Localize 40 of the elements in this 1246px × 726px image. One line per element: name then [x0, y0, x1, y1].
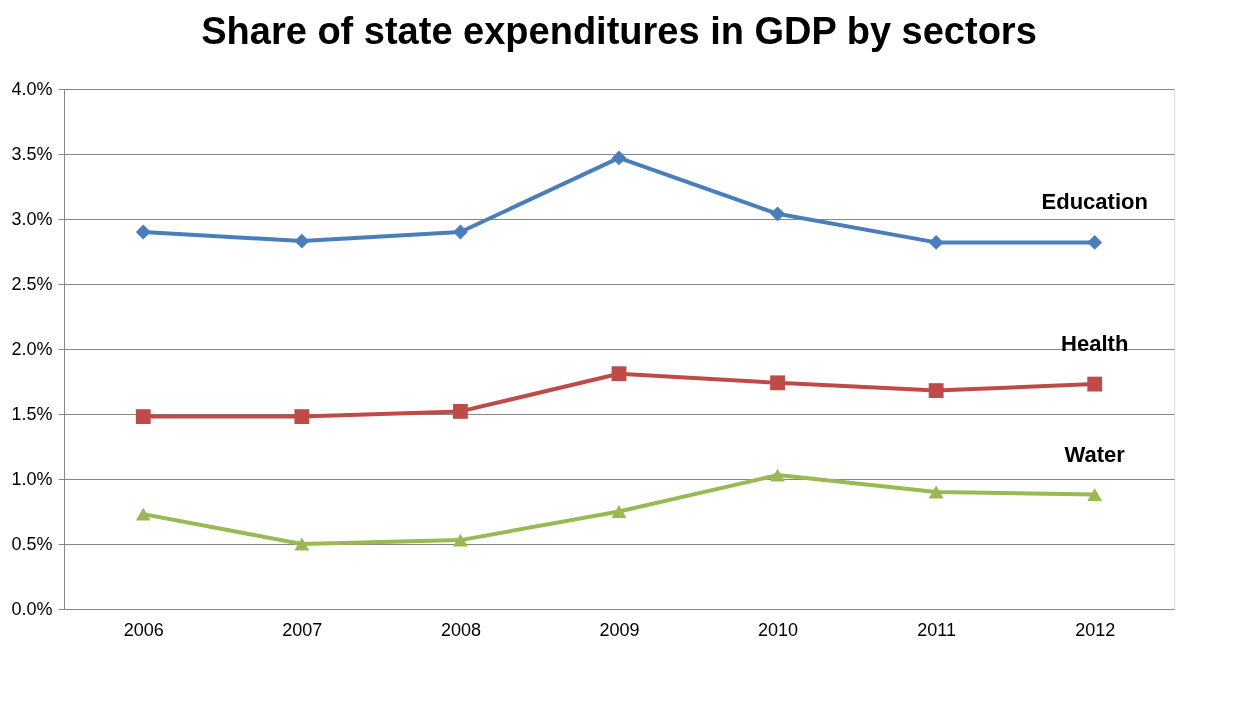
y-tick-label: 3.5% [11, 143, 53, 164]
point [1087, 234, 1103, 250]
point [294, 409, 310, 425]
y-tick-label: 1.5% [11, 403, 53, 424]
y-tick-label: 0.0% [11, 598, 53, 619]
point [770, 375, 785, 391]
x-tick-label: 2007 [282, 619, 323, 640]
point [770, 468, 785, 482]
x-tick-label: 2010 [758, 619, 799, 640]
y-tick-label: 0.5% [11, 533, 53, 554]
x-tick-label: 2009 [599, 619, 640, 640]
x-tick-label: 2008 [440, 619, 481, 640]
y-tick-label: 2.0% [11, 338, 53, 359]
point [135, 409, 151, 425]
point [928, 485, 944, 499]
point [1087, 376, 1103, 392]
chart-title: Share of state expenditures in GDP by sectors [201, 10, 1037, 52]
x-tick-label: 2012 [1075, 619, 1116, 640]
y-tick-label: 2.5% [11, 273, 53, 294]
point [611, 150, 627, 166]
point [1087, 488, 1103, 502]
point [611, 366, 627, 382]
point [453, 533, 468, 547]
series-label: Education [1041, 189, 1148, 215]
point [135, 224, 151, 240]
series-label: Water [1064, 441, 1126, 467]
point [928, 383, 944, 399]
point [770, 206, 785, 222]
point [611, 505, 627, 518]
point [453, 403, 468, 419]
series-label: Health [1061, 331, 1129, 357]
point [294, 233, 310, 249]
x-tick-label: 2006 [123, 619, 164, 640]
point [928, 234, 944, 250]
y-tick-label: 1.0% [11, 468, 53, 489]
y-tick-label: 4.0% [11, 78, 53, 99]
x-tick-label: 2011 [917, 619, 956, 640]
y-tick-label: 3.0% [11, 208, 53, 229]
point [294, 537, 310, 551]
point [135, 507, 151, 521]
